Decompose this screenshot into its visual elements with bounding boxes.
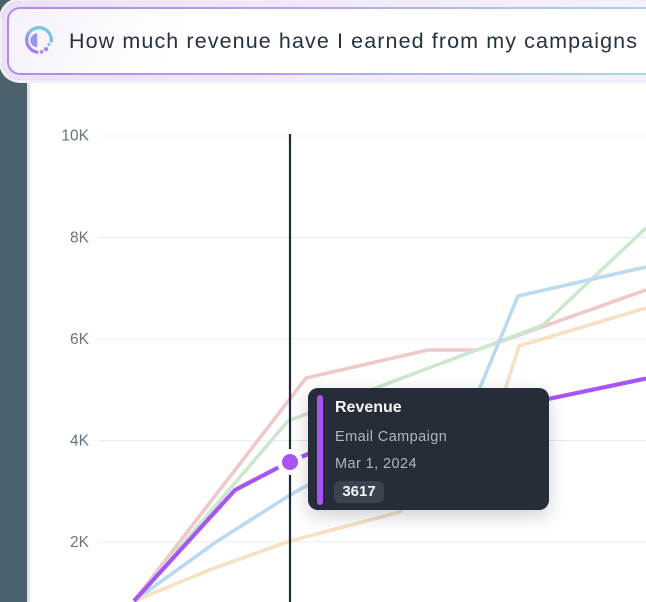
svg-text:2K: 2K — [70, 534, 90, 551]
svg-text:8K: 8K — [70, 230, 90, 247]
svg-text:10K: 10K — [61, 128, 89, 145]
svg-text:4K: 4K — [70, 433, 90, 450]
svg-text:6K: 6K — [70, 331, 90, 348]
